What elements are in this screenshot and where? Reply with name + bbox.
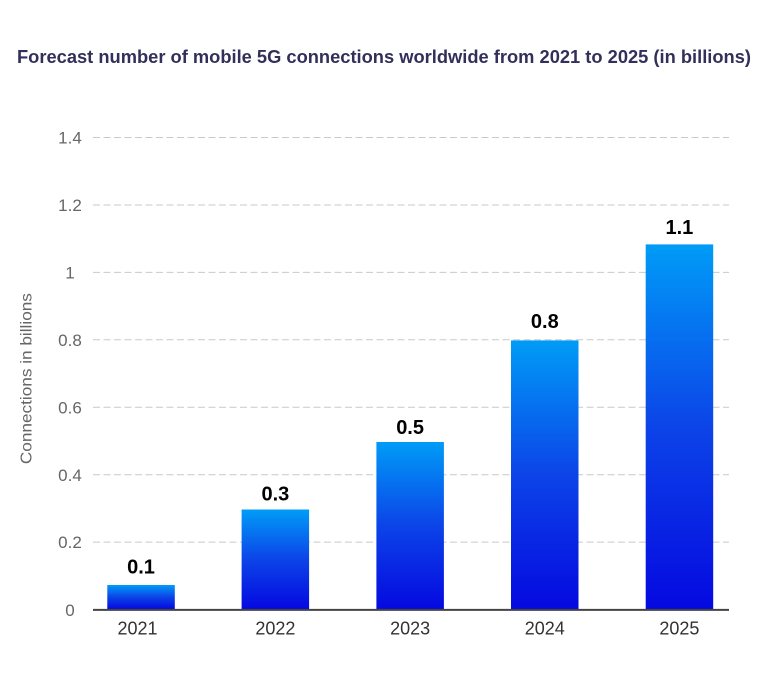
- svg-text:2024: 2024: [525, 619, 565, 639]
- svg-text:0.2: 0.2: [58, 533, 82, 552]
- svg-text:1.2: 1.2: [58, 196, 82, 215]
- svg-text:1.4: 1.4: [58, 129, 82, 148]
- svg-text:0: 0: [65, 601, 74, 620]
- svg-text:2021: 2021: [117, 619, 157, 639]
- svg-text:0.3: 0.3: [261, 484, 289, 506]
- svg-text:0.6: 0.6: [58, 398, 82, 417]
- svg-text:Connections in billions: Connections in billions: [19, 293, 36, 464]
- svg-text:0.5: 0.5: [396, 417, 424, 439]
- svg-text:1: 1: [65, 264, 74, 283]
- svg-text:0.8: 0.8: [531, 311, 559, 333]
- svg-text:2022: 2022: [255, 619, 295, 639]
- svg-text:Forecast number of mobile 5G c: Forecast number of mobile 5G connections…: [17, 47, 751, 67]
- svg-text:2025: 2025: [659, 619, 699, 639]
- svg-text:0.4: 0.4: [58, 466, 82, 485]
- svg-text:2023: 2023: [390, 619, 430, 639]
- svg-text:1.1: 1.1: [665, 217, 693, 239]
- svg-text:0.8: 0.8: [58, 331, 82, 350]
- svg-text:0.1: 0.1: [127, 557, 155, 579]
